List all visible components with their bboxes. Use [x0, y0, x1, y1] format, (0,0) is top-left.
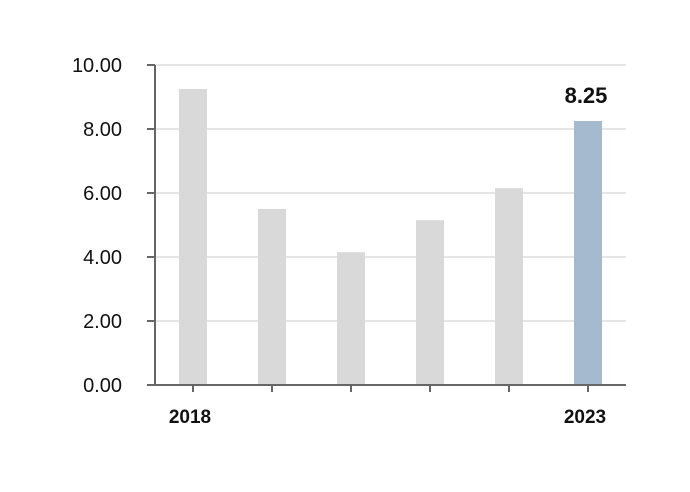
y-axis-tick-labels: 0.00 2.00 4.00 6.00 8.00 10.00	[72, 55, 122, 397]
bar-2021	[416, 220, 444, 385]
x-tick-label: 2023	[564, 407, 606, 428]
y-tick-label: 0.00	[83, 375, 122, 397]
x-tick-label: 2018	[169, 407, 211, 428]
bar-2018	[179, 89, 207, 385]
y-tick-label: 8.00	[83, 119, 122, 141]
bar-2020	[337, 252, 365, 385]
y-tick-label: 4.00	[83, 247, 122, 269]
bars	[179, 89, 602, 385]
y-tick-label: 2.00	[83, 311, 122, 333]
grid-lines	[147, 64, 626, 386]
bar-2022	[495, 188, 523, 385]
bar-2023	[574, 121, 602, 385]
x-axis-tick-labels: 2018 2023	[169, 385, 606, 428]
y-tick-label: 10.00	[72, 55, 122, 77]
y-tick-label: 6.00	[83, 183, 122, 205]
axes	[154, 65, 626, 386]
highlight-data-label: 8.25	[565, 83, 608, 108]
bar-2019	[258, 209, 286, 385]
